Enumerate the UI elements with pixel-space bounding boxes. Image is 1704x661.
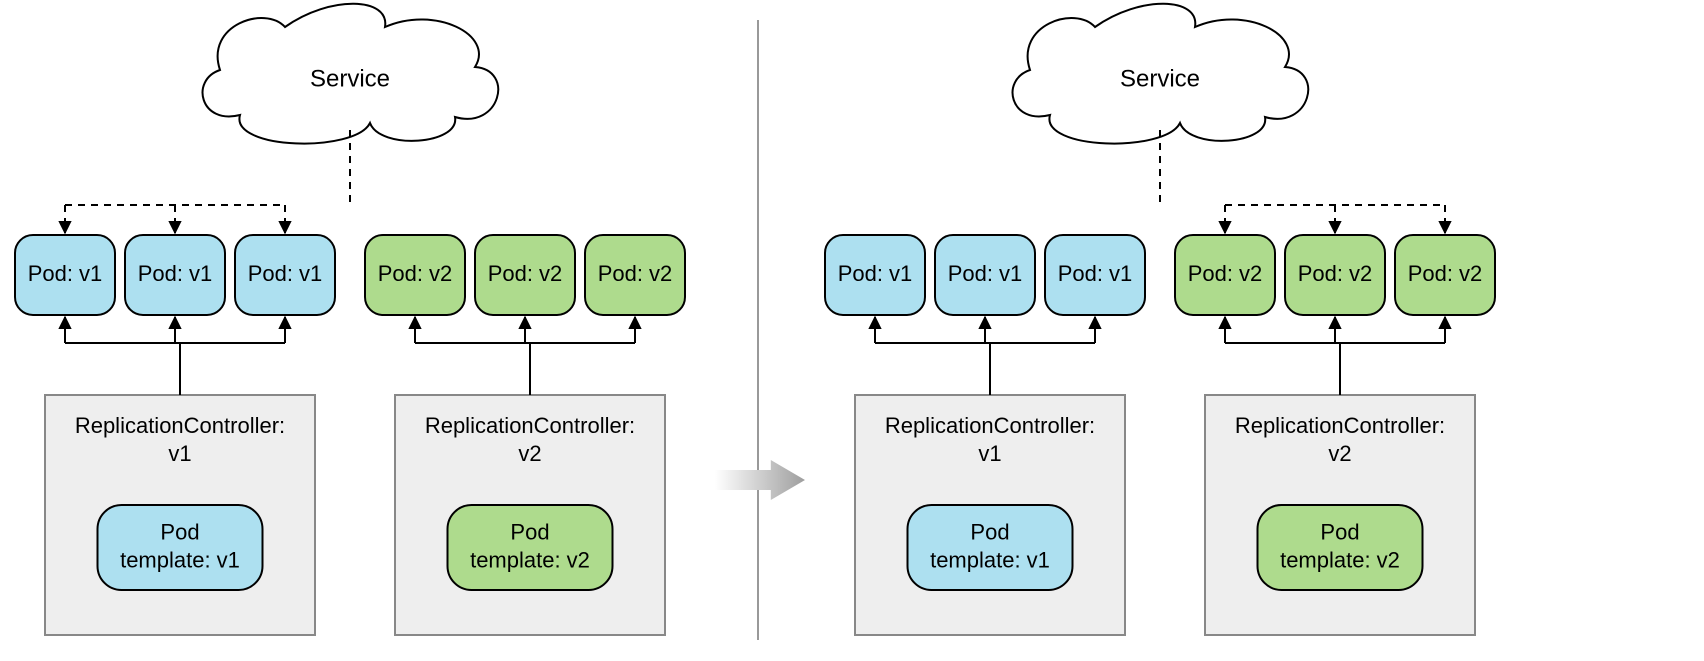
- rc-v1-right-title-b: v1: [978, 441, 1001, 466]
- rc-v1-right-template-label-b: template: v1: [930, 547, 1050, 572]
- rc-v1-right-title-a: ReplicationController:: [885, 413, 1095, 438]
- rc-v2-left-title-a: ReplicationController:: [425, 413, 635, 438]
- rc-v1-left-title-b: v1: [168, 441, 191, 466]
- pod-v1-left-2-label: Pod: v1: [248, 261, 323, 286]
- rc-v1-left-template-label-b: template: v1: [120, 547, 240, 572]
- transition-arrow: [715, 460, 805, 500]
- pod-v1-left-0-label: Pod: v1: [28, 261, 103, 286]
- pod-v2-right-2-label: Pod: v2: [1408, 261, 1483, 286]
- rc-v1-left-title-a: ReplicationController:: [75, 413, 285, 438]
- pod-v2-left-1-label: Pod: v2: [488, 261, 563, 286]
- pod-v2-left-0-label: Pod: v2: [378, 261, 453, 286]
- service-label: Service: [1120, 65, 1200, 92]
- pod-v1-right-1-label: Pod: v1: [948, 261, 1023, 286]
- rc-v2-left-template-label-b: template: v2: [470, 547, 590, 572]
- rc-v1-right-template-label-a: Pod: [970, 519, 1009, 544]
- rc-v2-left-title-b: v2: [518, 441, 541, 466]
- rc-v2-right-template-label-a: Pod: [1320, 519, 1359, 544]
- rc-v2-right-title-a: ReplicationController:: [1235, 413, 1445, 438]
- pod-v2-right-1-label: Pod: v2: [1298, 261, 1373, 286]
- pod-v2-right-0-label: Pod: v2: [1188, 261, 1263, 286]
- rc-v1-left-template-label-a: Pod: [160, 519, 199, 544]
- rc-v2-right-template-label-b: template: v2: [1280, 547, 1400, 572]
- service-label: Service: [310, 65, 390, 92]
- rc-v2-right-title-b: v2: [1328, 441, 1351, 466]
- diagram-root: ReplicationController: v1 Pod template: v1 R…: [0, 0, 1704, 661]
- pod-v2-left-2-label: Pod: v2: [598, 261, 673, 286]
- rc-v2-left-template-label-a: Pod: [510, 519, 549, 544]
- pod-v1-left-1-label: Pod: v1: [138, 261, 213, 286]
- pod-v1-right-2-label: Pod: v1: [1058, 261, 1133, 286]
- pod-v1-right-0-label: Pod: v1: [838, 261, 913, 286]
